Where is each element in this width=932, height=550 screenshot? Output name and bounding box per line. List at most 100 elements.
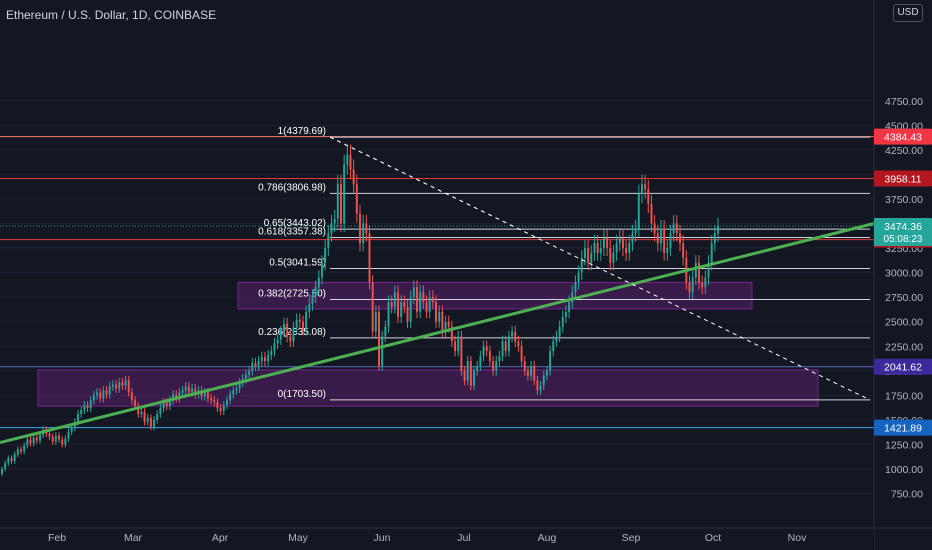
candle-body: [352, 169, 355, 185]
candle-body: [172, 394, 175, 401]
candle-body: [682, 243, 685, 258]
candle-body: [301, 321, 304, 330]
candle-body: [305, 311, 308, 330]
candle-body: [286, 323, 289, 337]
candle-body: [644, 184, 647, 190]
candle-body: [485, 346, 488, 352]
candle-body: [416, 287, 419, 312]
candle-body: [77, 414, 80, 422]
candle-body: [495, 360, 498, 371]
price-label-text: 4384.43: [884, 132, 922, 144]
price-tick-label: 750.00: [891, 489, 923, 501]
candle-body: [349, 154, 352, 170]
candles-layer: [1, 144, 719, 477]
candle-body: [187, 386, 190, 393]
candle-body: [533, 365, 536, 381]
candle-body: [466, 360, 469, 381]
candle-body: [51, 436, 54, 442]
candle-body: [454, 341, 457, 352]
candle-body: [235, 388, 238, 391]
price-tick-label: 4750.00: [885, 96, 923, 108]
candle-body: [469, 360, 472, 386]
candle-body: [311, 296, 314, 305]
candle-body: [29, 439, 32, 444]
candle-body: [583, 248, 586, 258]
candle-body: [23, 445, 26, 452]
fibonacci-layer: 1(4379.69) 0.786(3806.98) 0.65(3443.02)0.6…: [258, 126, 870, 401]
candle-body: [707, 262, 710, 278]
time-tick-label: Nov: [788, 532, 807, 544]
candle-body: [162, 402, 165, 409]
fib-level-label: 0.382(2725.80): [258, 289, 326, 300]
candle-body: [191, 388, 194, 393]
candle-body: [16, 449, 19, 455]
time-tick-label: Jun: [374, 532, 391, 544]
candle-body: [1, 469, 3, 474]
candle-body: [542, 375, 545, 386]
candle-body: [324, 248, 327, 263]
price-axis[interactable]: 750.001000.001250.001500.001750.002000.0…: [873, 0, 932, 550]
candle-body: [251, 362, 254, 371]
candle-body: [659, 228, 662, 244]
time-tick-label: Oct: [705, 532, 721, 544]
candle-body: [507, 336, 510, 352]
candle-body: [58, 435, 61, 440]
candle-body: [476, 365, 479, 371]
candle-body: [625, 248, 628, 253]
fib-level-label: 1(4379.69): [278, 126, 326, 137]
currency-button[interactable]: USD: [893, 4, 923, 22]
candle-body: [168, 400, 171, 407]
candle-body: [118, 382, 121, 389]
candle-body: [663, 228, 666, 253]
price-tick-label: 1000.00: [885, 464, 923, 476]
price-tick-label: 2250.00: [885, 341, 923, 353]
candle-body: [108, 386, 111, 395]
candle-body: [650, 203, 653, 224]
candle-body: [580, 257, 583, 273]
candle-body: [355, 184, 358, 214]
price-label-tag: [874, 170, 932, 187]
candle-body: [130, 392, 133, 401]
candle-body: [577, 272, 580, 283]
candle-body: [159, 408, 162, 415]
candle-body: [216, 402, 219, 409]
candle-body: [83, 405, 86, 411]
candle-body: [336, 184, 339, 219]
candle-body: [219, 408, 222, 412]
candle-body: [317, 277, 320, 288]
candle-body: [482, 346, 485, 357]
bar-countdown-text: 05:08:23: [884, 234, 923, 245]
price-label-tag: [874, 358, 932, 375]
candle-body: [225, 400, 228, 406]
candle-body: [244, 374, 247, 379]
candle-body: [520, 346, 523, 361]
price-label-text: 1421.89: [884, 423, 922, 435]
candle-body: [596, 243, 599, 253]
candle-body: [463, 370, 466, 381]
candle-body: [308, 304, 311, 312]
ascending-trendline: [0, 222, 875, 444]
fib-level-label: 0.236(2335.08): [258, 327, 326, 338]
candle-body: [564, 311, 567, 317]
candle-body: [526, 370, 529, 376]
candle-body: [666, 248, 669, 253]
candle-body: [590, 252, 593, 263]
candle-body: [222, 405, 225, 412]
candle-body: [504, 341, 507, 352]
candle-body: [4, 463, 7, 469]
time-tick-label: Mar: [124, 532, 143, 544]
candle-body: [378, 311, 380, 366]
candle-body: [343, 164, 346, 224]
candle-body: [89, 400, 92, 409]
candle-body: [238, 382, 241, 389]
candle-body: [517, 341, 520, 347]
time-axis[interactable]: Feb Mar Apr May Jun Jul Aug Sep Oct Nov: [0, 527, 932, 550]
candle-body: [406, 306, 409, 322]
candle-body: [181, 390, 184, 393]
candle-body: [552, 341, 555, 352]
candle-body: [362, 223, 365, 244]
candle-body: [267, 355, 270, 361]
candle-body: [99, 392, 102, 399]
chart-title: Ethereum / U.S. Dollar, 1D, COINBASE: [6, 8, 217, 22]
